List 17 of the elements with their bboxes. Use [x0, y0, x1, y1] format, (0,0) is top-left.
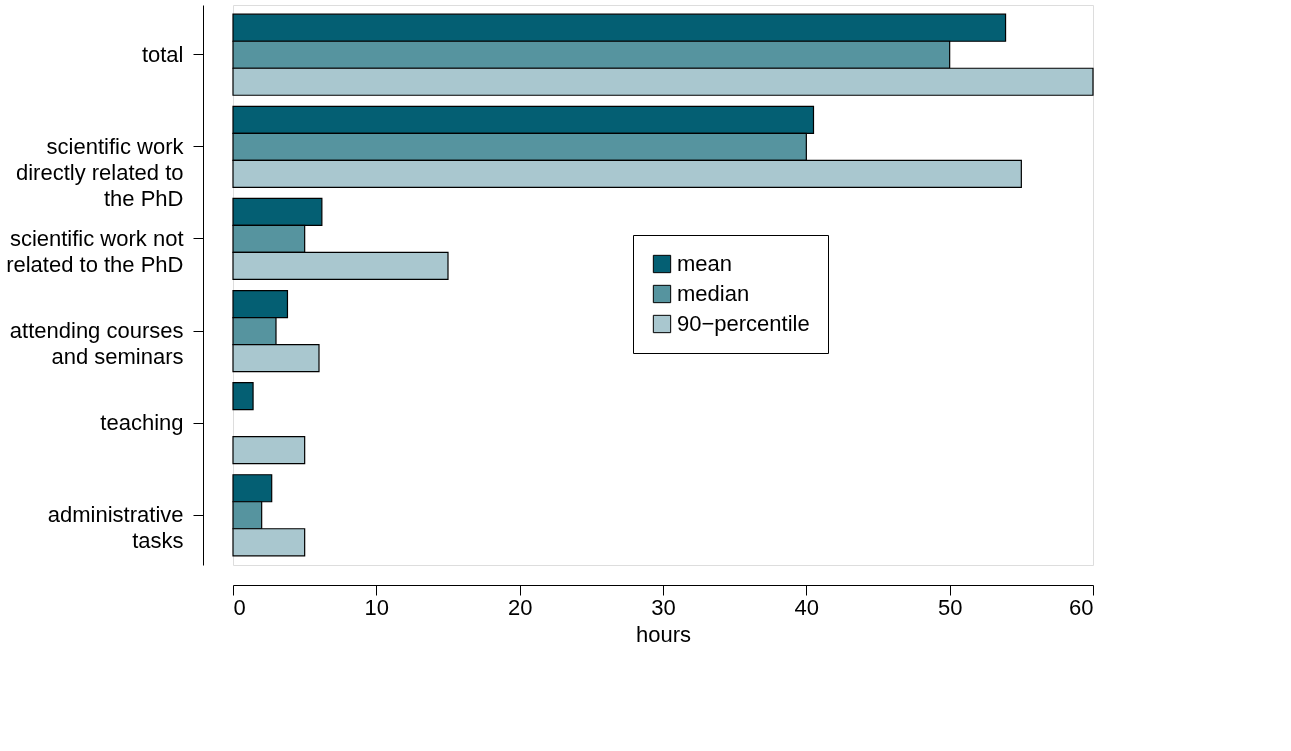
x-tick-label: 30: [651, 594, 676, 620]
y-tick-label: teaching: [100, 410, 184, 436]
y-tick-label: attending courses and seminars: [9, 318, 184, 370]
legend-label: mean: [677, 251, 733, 276]
x-tick-label: 10: [364, 594, 390, 620]
x-axis-title: hours: [635, 621, 692, 647]
y-tick-label: scientific work directly related to the PhD: [15, 133, 185, 211]
legend-label: median: [677, 281, 750, 306]
x-tick-label: 20: [507, 594, 533, 620]
legend-label: 90−percentile: [677, 311, 810, 336]
y-tick-label: total: [141, 41, 184, 67]
x-tick-label: 0: [233, 594, 246, 620]
y-tick-label: administrative tasks: [47, 502, 184, 554]
x-tick-label: 40: [794, 594, 820, 620]
x-tick-label: 50: [937, 594, 963, 620]
x-tick-label: 60: [1069, 594, 1094, 620]
y-tick-label: scientific work not related to the PhD: [6, 225, 184, 277]
